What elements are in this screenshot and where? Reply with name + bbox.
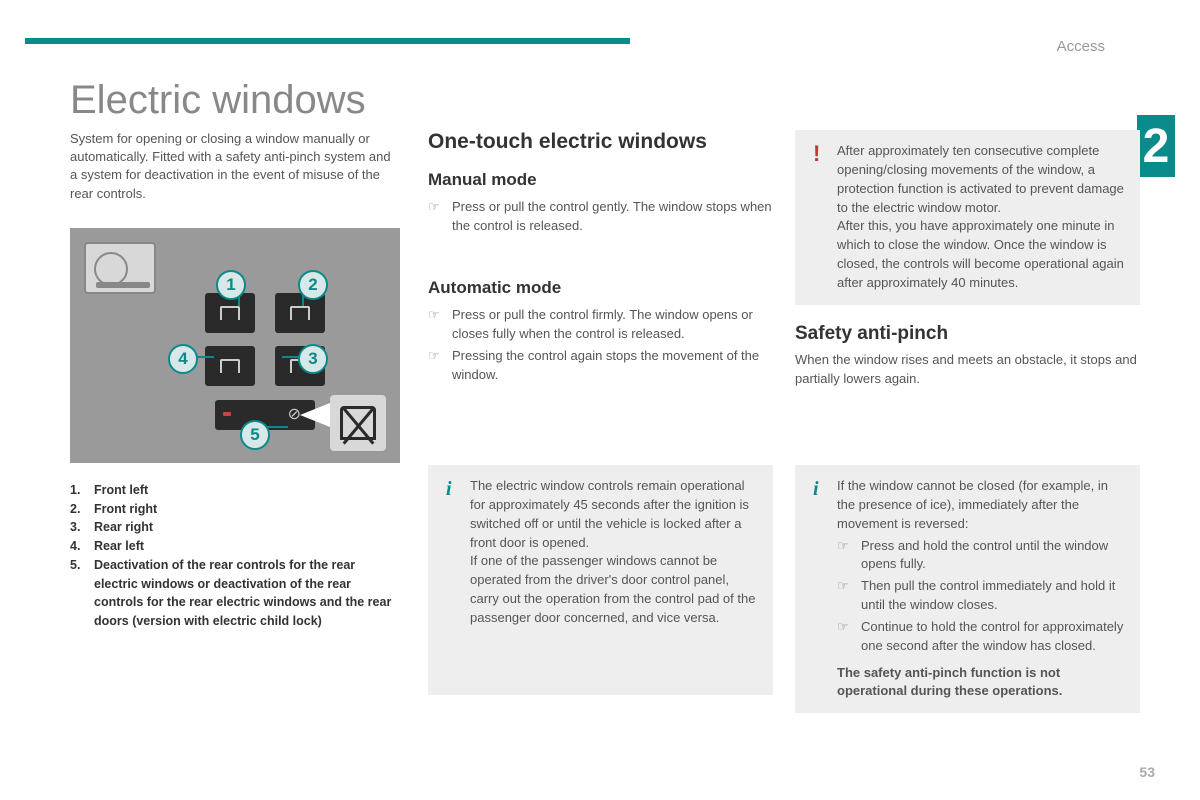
legend-item: 3.Rear right: [70, 518, 400, 537]
pointer-icon: [300, 403, 330, 427]
warning-icon: !: [813, 138, 820, 170]
legend-item: 2.Front right: [70, 500, 400, 519]
header-accent-bar: [25, 38, 630, 44]
instruction-item: ☞ Press or pull the control gently. The …: [428, 198, 773, 236]
controls-diagram: 1 2 3 4 5: [70, 228, 400, 463]
legend-list: 1.Front left 2.Front right 3.Rear right …: [70, 481, 400, 631]
subheading: One-touch electric windows: [428, 130, 773, 154]
column-right: ! After approximately ten consecutive co…: [795, 130, 1140, 388]
hand-icon: ☞: [428, 198, 452, 236]
page-title: Electric windows: [70, 78, 366, 123]
legend-item: 5.Deactivation of the rear controls for …: [70, 556, 400, 631]
instruction-item: ☞ Pressing the control again stops the m…: [428, 347, 773, 385]
hand-icon: ☞: [837, 577, 861, 615]
bold-note: The safety anti-pinch function is not op…: [837, 664, 1126, 702]
legend-item: 4.Rear left: [70, 537, 400, 556]
hand-icon: ☞: [837, 618, 861, 656]
hand-icon: ☞: [428, 347, 452, 385]
info-box: i The electric window controls remain op…: [428, 465, 773, 695]
instruction-item: ☞Continue to hold the control for approx…: [837, 618, 1126, 656]
safety-heading: Safety anti-pinch: [795, 323, 1140, 345]
legend-item: 1.Front left: [70, 481, 400, 500]
chapter-number: 2: [1137, 115, 1175, 177]
instruction-item: ☞Press and hold the control until the wi…: [837, 537, 1126, 575]
window-switch-icon: [205, 346, 255, 386]
info-lead: If the window cannot be closed (for exam…: [837, 477, 1126, 534]
callout-4: 4: [168, 344, 198, 374]
warning-box: ! After approximately ten consecutive co…: [795, 130, 1140, 305]
hand-icon: ☞: [837, 537, 861, 575]
info-box: i If the window cannot be closed (for ex…: [795, 465, 1140, 713]
section-label: Access: [1057, 38, 1105, 55]
info-icon: i: [813, 475, 819, 504]
instruction-item: ☞Then pull the control immediately and h…: [837, 577, 1126, 615]
column-left: System for opening or closing a window m…: [70, 130, 400, 631]
callout-2: 2: [298, 270, 328, 300]
instruction-item: ☞ Press or pull the control firmly. The …: [428, 306, 773, 344]
page-number: 53: [1139, 764, 1155, 780]
intro-text: System for opening or closing a window m…: [70, 130, 400, 203]
warning-text: After approximately ten consecutive comp…: [837, 143, 1124, 290]
callout-3: 3: [298, 344, 328, 374]
safety-text: When the window rises and meets an obsta…: [795, 351, 1140, 389]
dashboard-icon: [84, 242, 156, 294]
manual-mode-heading: Manual mode: [428, 170, 773, 190]
info-icon: i: [446, 475, 452, 504]
callout-1: 1: [216, 270, 246, 300]
automatic-mode-heading: Automatic mode: [428, 278, 773, 298]
callout-5: 5: [240, 420, 270, 450]
column-middle: One-touch electric windows Manual mode ☞…: [428, 130, 773, 389]
window-lock-icon: [330, 395, 386, 451]
info-text: The electric window controls remain oper…: [470, 478, 755, 625]
hand-icon: ☞: [428, 306, 452, 344]
